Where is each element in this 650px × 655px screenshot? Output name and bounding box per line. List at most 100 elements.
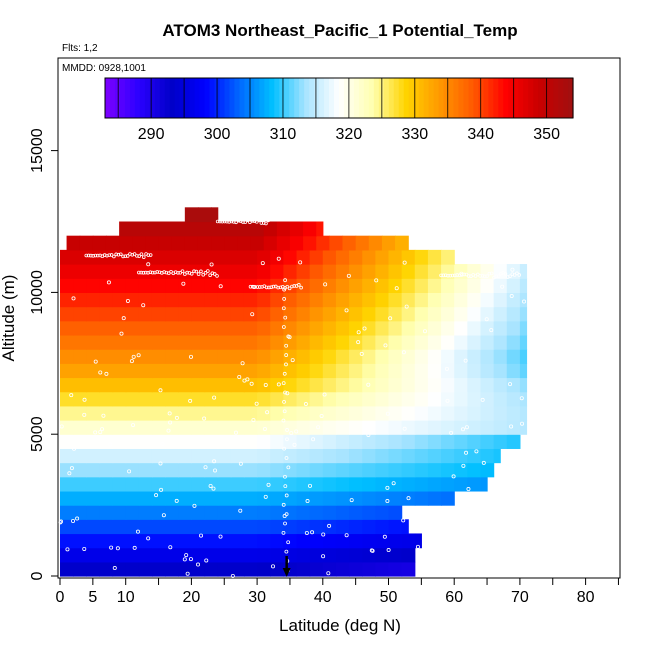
sample-point [218,284,223,289]
sample-point [209,262,214,267]
colorbar-segment [368,78,375,118]
sample-point [281,502,286,507]
sample-point [148,253,153,257]
heatmap-cell [401,434,416,449]
colorbar-segment [174,78,181,118]
heatmap-cell [217,420,232,435]
heatmap-cell [86,264,101,279]
heatmap-cell [441,320,455,336]
heatmap-cell [257,561,271,577]
heatmap-cell [73,320,87,336]
heatmap-cell [283,264,298,279]
sample-point [93,430,98,435]
heatmap-cell [519,349,528,364]
heatmap-cell [125,448,140,464]
heatmap-cell [60,278,74,293]
heatmap-cell [112,490,127,506]
heatmap-cell [112,547,127,563]
heatmap-cell [165,363,179,379]
heatmap-cell [125,561,140,577]
heatmap-cell [99,547,114,563]
heatmap-cell [243,363,258,379]
heatmap-cell [362,292,376,308]
sample-point [271,284,276,289]
heatmap-cell [60,249,74,265]
heatmap-cell [270,561,284,577]
heatmap-cell [296,533,311,549]
heatmap-cell [296,561,311,577]
heatmap-cell [138,292,153,308]
heatmap-cell [86,519,101,535]
sample-point [146,270,150,275]
colorbar-segment [483,78,489,118]
heatmap-cell [454,405,468,421]
heatmap-cell [178,405,192,421]
sample-point [356,330,361,335]
heatmap-cell [414,377,429,393]
heatmap-cell [427,420,442,435]
colorbar-segment [204,78,211,118]
heatmap-cell [237,235,252,251]
heatmap-cell [178,519,192,535]
heatmap-cell [112,334,127,350]
heatmap-cell [441,448,455,464]
sample-point [243,220,248,224]
heatmap-cell [217,391,232,407]
heatmap-cell [60,561,74,577]
heatmap-cell [257,363,271,379]
heatmap-cell [349,505,363,520]
colorbar-segment [553,78,559,118]
heatmap-cell [296,547,311,563]
sample-point [255,285,260,289]
heatmap-cell [151,533,166,549]
sample-point [150,270,155,275]
sample-point [496,274,501,279]
heatmap-cell [165,448,179,464]
heatmap-cell [217,434,232,449]
heatmap-cell [296,490,311,506]
colorbar-segment [139,78,146,118]
heatmap-cell [283,505,298,520]
sample-point [234,220,238,225]
sample-point [181,281,186,286]
heatmap-cell [270,264,284,279]
marker-arrow-head [282,568,291,577]
heatmap-cell [204,391,219,407]
sample-point [289,431,294,436]
heatmap-cell [151,434,166,449]
heatmap-cell [270,391,284,407]
heatmap-cell [99,519,114,535]
heatmap-cell [467,462,482,478]
sample-point [208,273,212,278]
sample-point [82,397,87,402]
heatmap-cell [138,377,153,393]
sample-point [294,429,299,434]
sample-point [185,270,189,275]
heatmap-cell [375,505,390,520]
sample-point [266,218,271,223]
sample-point [382,534,387,539]
heatmap-cell [506,405,521,421]
colorbar-segment [234,78,241,118]
sample-point [249,381,254,386]
heatmap-cell [99,391,114,407]
colorbar-segment [169,78,176,118]
sample-point [248,284,253,289]
colorbar-segment [249,78,255,118]
heatmap-cell [427,462,442,478]
heatmap-cell [368,235,383,251]
sample-point [206,269,210,273]
heatmap-cell [60,519,74,535]
heatmap-cell [506,363,521,379]
sample-point [267,285,271,290]
heatmap-cell [217,334,232,350]
heatmap-cell [454,292,468,308]
sample-point [159,487,164,492]
heatmap-cell [283,334,298,350]
heatmap-cell [388,547,403,563]
sample-point [109,253,114,257]
heatmap-cell [243,391,258,407]
sample-point [231,220,236,224]
sample-point [284,362,288,367]
sample-point [115,546,120,551]
